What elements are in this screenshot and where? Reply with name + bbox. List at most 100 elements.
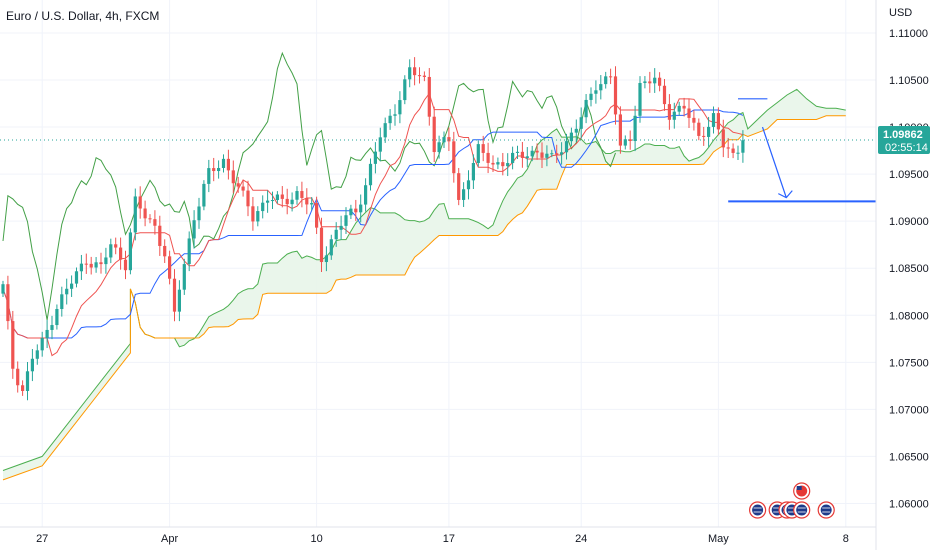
candle-body [310, 203, 314, 205]
candle-body [256, 211, 260, 222]
candle [530, 145, 534, 162]
candle [677, 101, 681, 116]
candle-body [1, 284, 5, 294]
candle [329, 234, 333, 260]
time-tick-label: 17 [443, 533, 455, 545]
candle [89, 256, 93, 275]
candle-body [226, 158, 230, 171]
candle-body [290, 199, 294, 205]
candle [579, 107, 583, 139]
candle [319, 217, 324, 272]
candle [177, 280, 181, 322]
candle-body [579, 117, 583, 129]
time-tick-label: May [708, 533, 729, 545]
candle [393, 104, 397, 126]
candle-body [545, 153, 549, 158]
last-price-badge: 1.09862 02:55:14 [878, 126, 930, 155]
candle [599, 75, 603, 100]
time-tick-label: 24 [575, 533, 587, 545]
candle-body [172, 278, 177, 312]
price-tick-label: 1.09500 [889, 169, 929, 181]
candle [466, 170, 471, 200]
candle-body [569, 132, 573, 142]
candle [618, 106, 622, 154]
candle-body [697, 122, 701, 136]
economic-events[interactable] [748, 482, 835, 519]
us-event-icon[interactable] [748, 501, 767, 519]
candle-body [633, 115, 637, 142]
candle-body [217, 167, 221, 172]
candle [246, 180, 250, 217]
candle [609, 68, 613, 85]
candle [295, 186, 299, 205]
candle [432, 106, 436, 163]
candle [182, 258, 186, 295]
time-axis[interactable]: 27 Apr 10 17 24 May 8 [36, 533, 849, 545]
candle [707, 116, 711, 147]
candle [653, 68, 657, 93]
candle-body [432, 116, 436, 153]
candle [628, 130, 632, 150]
candle-body [70, 283, 74, 289]
candle [560, 142, 564, 165]
indicator-lines [2, 51, 846, 481]
candle [133, 188, 137, 241]
candle [226, 149, 230, 180]
candle-body [280, 194, 284, 199]
bar-countdown: 02:55:14 [885, 142, 928, 154]
us-event-icon[interactable] [793, 482, 811, 500]
senkou-span-a [2, 88, 846, 471]
candle-body [716, 113, 720, 130]
price-tick-label: 1.06500 [889, 451, 929, 463]
candle [506, 153, 510, 177]
candle-body [246, 190, 250, 207]
candle [550, 149, 554, 158]
drawings[interactable] [0, 98, 876, 203]
candle-body [491, 162, 495, 165]
candle [736, 145, 740, 161]
candle-body [501, 162, 505, 167]
us-event-icon[interactable] [817, 501, 835, 519]
candle [422, 71, 426, 82]
candle-body [638, 82, 642, 116]
candle-body [560, 152, 564, 155]
candle [643, 76, 647, 89]
candle [359, 194, 363, 223]
candle-body [506, 163, 510, 167]
candle [30, 348, 34, 382]
candle [275, 191, 279, 204]
candle [123, 250, 128, 280]
candle [658, 72, 662, 92]
candle [231, 160, 235, 194]
candle [613, 66, 618, 125]
candle [109, 238, 113, 264]
us-event-icon[interactable] [793, 501, 811, 519]
candle-body [520, 151, 524, 158]
candle-body [476, 144, 480, 164]
candle [99, 252, 103, 274]
candle [251, 196, 255, 231]
candle [471, 154, 475, 190]
candle [555, 144, 559, 163]
candle-body [653, 77, 657, 84]
candle-body [604, 76, 608, 85]
price-tick-label: 1.08000 [889, 310, 929, 322]
candle-body [241, 186, 245, 191]
currency-label: USD [889, 7, 912, 19]
candles[interactable] [1, 57, 745, 401]
candle-body [138, 196, 142, 209]
candle [672, 102, 676, 129]
candle-body [168, 256, 172, 279]
ichimoku-cloud [3, 89, 846, 480]
candle-body [530, 150, 534, 157]
candle-body [378, 137, 382, 152]
candle [540, 142, 544, 168]
candle [217, 160, 221, 179]
candle [256, 206, 260, 227]
candle-body [163, 245, 167, 257]
candle [697, 118, 701, 141]
last-price-value: 1.09862 [883, 129, 923, 141]
candle [413, 57, 417, 86]
candle-body [79, 263, 83, 272]
